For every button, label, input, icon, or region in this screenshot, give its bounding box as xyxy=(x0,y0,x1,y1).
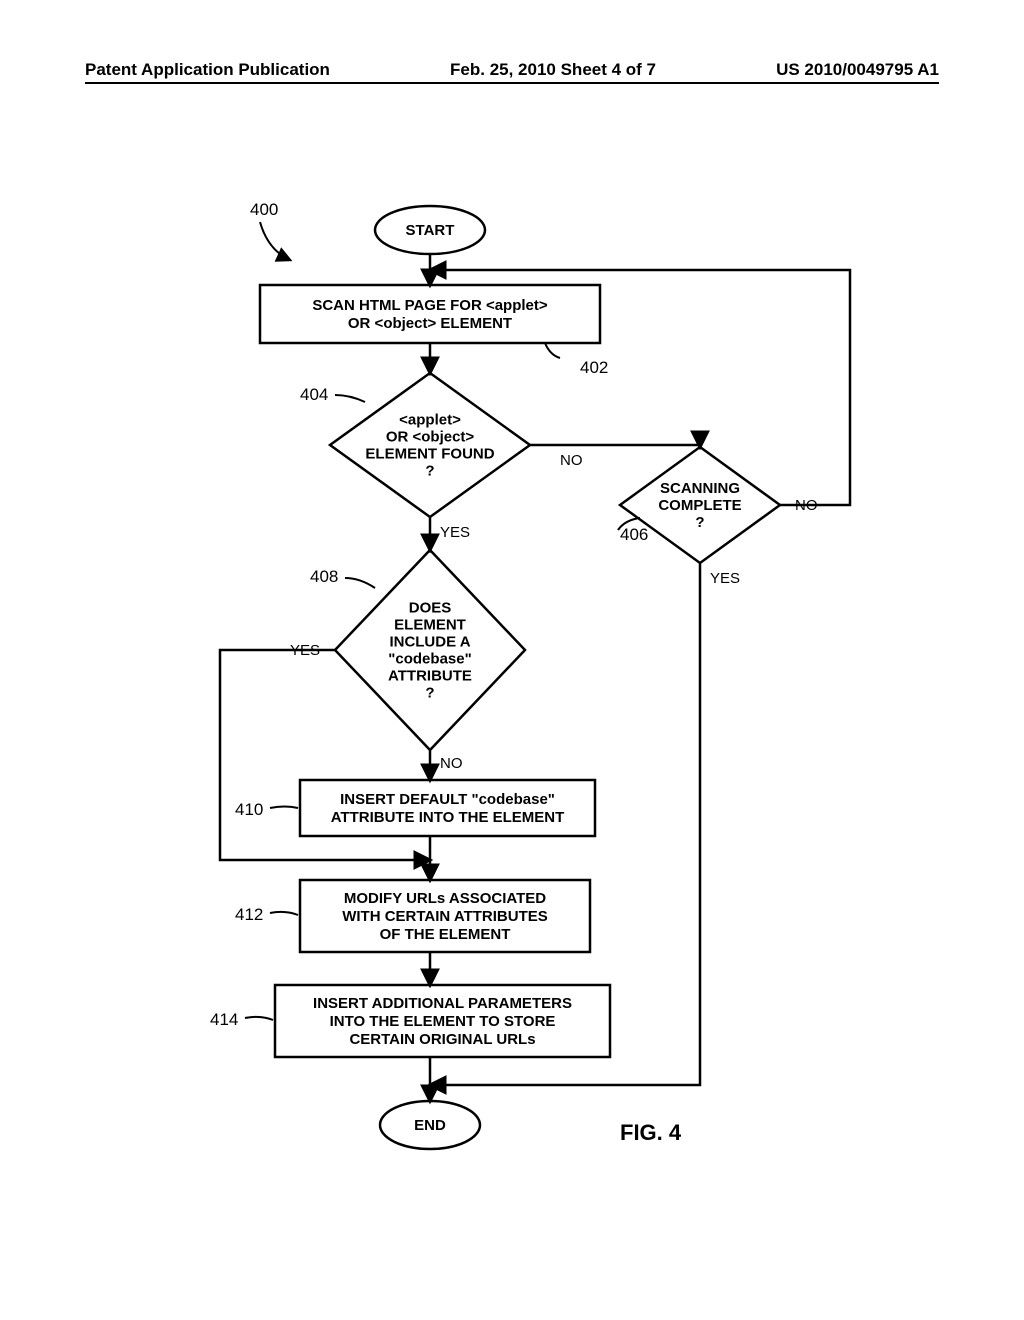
insert-params-node-line1: INTO THE ELEMENT TO STORE xyxy=(330,1013,556,1030)
found-decision-line1: OR <object> xyxy=(386,429,475,446)
modify-node-line1: WITH CERTAIN ATTRIBUTES xyxy=(342,908,548,925)
ref-400: 400 xyxy=(250,200,278,219)
insert-default-node xyxy=(300,780,595,836)
insert-params-node-line2: CERTAIN ORIGINAL URLs xyxy=(349,1031,535,1048)
ref-406: 406 xyxy=(620,525,648,544)
end-node-label: END xyxy=(414,1117,446,1134)
insert-params-node-line0: INSERT ADDITIONAL PARAMETERS xyxy=(313,995,572,1012)
codebase-decision-line4: ATTRIBUTE xyxy=(388,668,472,685)
scan-node-line1: OR <object> ELEMENT xyxy=(348,315,512,332)
ref-412: 412 xyxy=(235,905,263,924)
insert-default-node-line0: INSERT DEFAULT "codebase" xyxy=(340,791,555,808)
edge-found-no xyxy=(530,445,700,447)
label-complete-no: NO xyxy=(795,497,818,514)
ref-414-tick xyxy=(245,1017,273,1020)
found-decision-line3: ? xyxy=(425,463,434,480)
codebase-decision-line2: INCLUDE A xyxy=(389,634,470,651)
ref-414: 414 xyxy=(210,1010,238,1029)
ref-402: 402 xyxy=(580,358,608,377)
ref-410-tick xyxy=(270,807,298,809)
header-right: US 2010/0049795 A1 xyxy=(776,60,939,80)
figure-label: FIG. 4 xyxy=(620,1120,682,1145)
ref-408-tick xyxy=(345,578,375,588)
label-found-no: NO xyxy=(560,452,583,469)
codebase-decision-line0: DOES xyxy=(409,600,452,617)
ref-408: 408 xyxy=(310,567,338,586)
flowchart-svg: STARTSCAN HTML PAGE FOR <applet>OR <obje… xyxy=(0,180,1024,1280)
scan-node xyxy=(260,285,600,343)
ref-404: 404 xyxy=(300,385,328,404)
label-found-yes: YES xyxy=(440,524,470,541)
modify-node-line0: MODIFY URLs ASSOCIATED xyxy=(344,890,546,907)
found-decision-line2: ELEMENT FOUND xyxy=(365,446,494,463)
start-node-label: START xyxy=(406,222,455,239)
scan-node-line0: SCAN HTML PAGE FOR <applet> xyxy=(312,297,548,314)
complete-decision-line0: SCANNING xyxy=(660,480,740,497)
label-codebase-no: NO xyxy=(440,755,463,772)
label-complete-yes: YES xyxy=(710,570,740,587)
codebase-decision-line1: ELEMENT xyxy=(394,617,466,634)
ref-410: 410 xyxy=(235,800,263,819)
header-center: Feb. 25, 2010 Sheet 4 of 7 xyxy=(450,60,656,80)
page-header: Patent Application Publication Feb. 25, … xyxy=(85,60,939,80)
modify-node-line2: OF THE ELEMENT xyxy=(380,926,511,943)
insert-default-node-line1: ATTRIBUTE INTO THE ELEMENT xyxy=(331,809,565,826)
found-decision-line0: <applet> xyxy=(399,412,461,429)
label-codebase-yes: YES xyxy=(290,642,320,659)
ref-400-arrow xyxy=(260,222,290,260)
header-rule xyxy=(85,82,939,84)
flowchart-container: STARTSCAN HTML PAGE FOR <applet>OR <obje… xyxy=(0,180,1024,1280)
codebase-decision-line5: ? xyxy=(425,685,434,702)
complete-decision-line1: COMPLETE xyxy=(658,497,741,514)
ref-404-tick xyxy=(335,395,365,402)
ref-412-tick xyxy=(270,912,298,915)
complete-decision-line2: ? xyxy=(695,514,704,531)
ref-402-tick xyxy=(545,343,560,358)
codebase-decision-line3: "codebase" xyxy=(388,651,471,668)
header-left: Patent Application Publication xyxy=(85,60,330,80)
